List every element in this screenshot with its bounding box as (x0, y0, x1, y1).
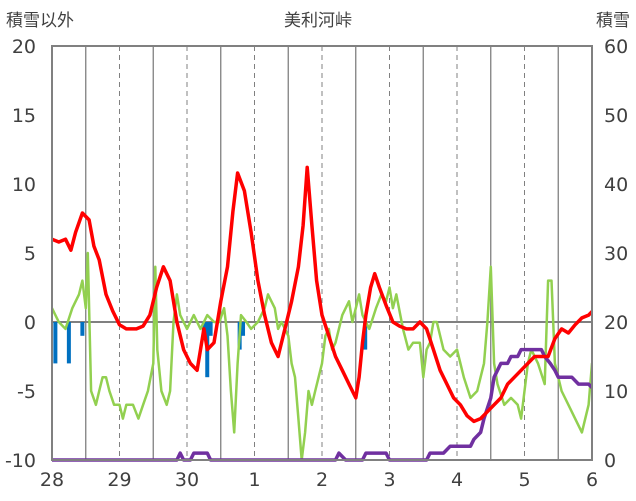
left-tick-label: 20 (12, 36, 36, 58)
right-tick-label: 10 (604, 381, 628, 403)
x-tick-label: 2 (316, 469, 328, 491)
chart-title: 美利河峠 (284, 11, 352, 31)
left-tick-label: -5 (17, 381, 36, 403)
blue-bar (66, 322, 71, 364)
left-axis-ticks: 20 15 10 5 0 -5 -10 (5, 36, 36, 472)
x-tick-label: 29 (107, 469, 131, 491)
x-tick-label: 3 (383, 469, 395, 491)
left-tick-label: 5 (24, 243, 36, 265)
blue-bar (208, 322, 213, 336)
purple-line (52, 347, 592, 462)
right-tick-label: 40 (604, 174, 628, 196)
x-axis-ticks: 2829301234567 (40, 469, 598, 491)
left-tick-label: 15 (12, 105, 36, 127)
blue-bar (80, 322, 85, 336)
x-tick-label: 4 (451, 469, 463, 491)
left-tick-label: 0 (24, 312, 36, 334)
x-tick-label: 30 (175, 469, 199, 491)
line-series (52, 165, 592, 462)
right-tick-label: 30 (604, 243, 628, 265)
x-tick-label: 1 (248, 469, 260, 491)
red-line (52, 165, 592, 424)
right-tick-label: 20 (604, 312, 628, 334)
right-axis-label: 積雪 (596, 11, 630, 31)
right-tick-label: 60 (604, 36, 628, 58)
x-tick-label: 5 (518, 469, 530, 491)
plot-frame (51, 45, 593, 461)
right-axis-ticks: 60 50 40 30 20 10 0 (604, 36, 628, 472)
x-tick-label: 28 (40, 469, 64, 491)
blue-bar (241, 322, 246, 336)
left-tick-label: 10 (12, 174, 36, 196)
left-tick-label: -10 (5, 450, 36, 472)
right-tick-label: 0 (604, 450, 616, 472)
x-tick-label: 6 (586, 469, 598, 491)
right-tick-label: 50 (604, 105, 628, 127)
blue-bar (363, 322, 368, 350)
left-axis-label: 積雪以外 (6, 11, 74, 31)
blue-bar (53, 322, 58, 364)
